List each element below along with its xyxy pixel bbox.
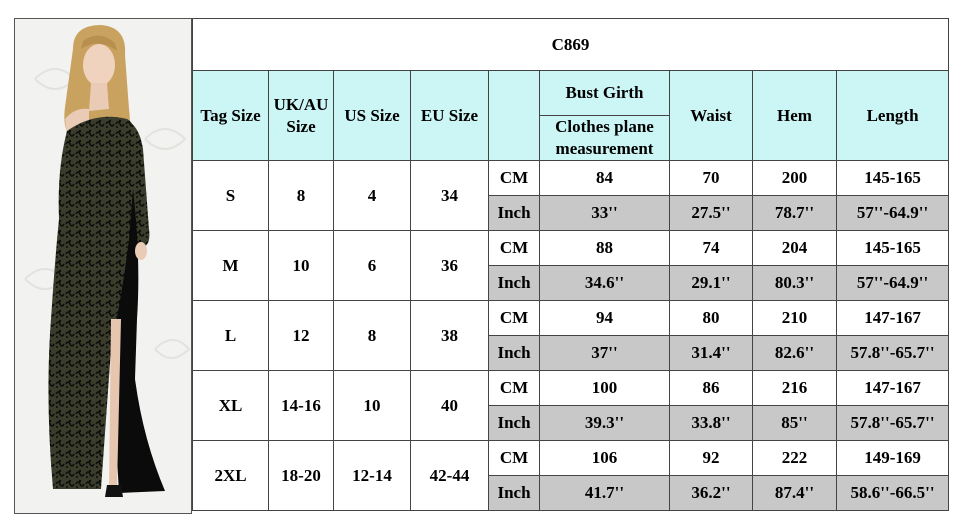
cell-bust-cm: 100 bbox=[539, 370, 670, 406]
header-bust-girth: Bust Girth bbox=[539, 70, 670, 116]
header-eu-size: EU Size bbox=[410, 70, 489, 161]
cell-tag-size: M bbox=[192, 230, 269, 301]
cell-hem-cm: 210 bbox=[752, 300, 837, 336]
cell-length-inch: 57''-64.9'' bbox=[835, 265, 950, 301]
cell-length-cm: 147-167 bbox=[835, 370, 950, 406]
cell-hem-inch: 85'' bbox=[752, 405, 837, 441]
table-row-cm: S 8 4 34 CM 84 70 200 145-165 bbox=[192, 160, 950, 231]
header-clothes-plane-measurement: Clothes plane measurement bbox=[539, 115, 670, 161]
cell-us-size: 6 bbox=[333, 230, 411, 301]
table-row-inch: Inch 37'' 31.4'' 82.6'' 57.8''-65.7'' bbox=[193, 335, 950, 371]
cell-bust-inch: 39.3'' bbox=[539, 405, 670, 441]
cell-bust-cm: 106 bbox=[539, 440, 670, 476]
cell-unit-cm: CM bbox=[488, 440, 540, 476]
cell-tag-size: XL bbox=[192, 370, 269, 441]
table-title: C869 bbox=[191, 18, 950, 71]
cell-unit-inch: Inch bbox=[488, 475, 540, 511]
cell-bust-inch: 37'' bbox=[539, 335, 670, 371]
cell-bust-cm: 94 bbox=[539, 300, 670, 336]
header-unit-blank bbox=[488, 70, 540, 161]
cell-hem-cm: 204 bbox=[752, 230, 837, 266]
cell-hem-inch: 80.3'' bbox=[752, 265, 837, 301]
table-row-cm: M 10 6 36 CM 88 74 204 145-165 bbox=[192, 230, 950, 301]
cell-length-cm: 145-165 bbox=[835, 160, 950, 196]
cell-unit-inch: Inch bbox=[488, 195, 540, 231]
cell-eu-size: 36 bbox=[410, 230, 489, 301]
cell-us-size: 4 bbox=[333, 160, 411, 231]
cell-hem-inch: 78.7'' bbox=[752, 195, 837, 231]
cell-hem-inch: 82.6'' bbox=[752, 335, 837, 371]
cell-uk-au-size: 18-20 bbox=[268, 440, 334, 511]
cell-tag-size: 2XL bbox=[192, 440, 269, 511]
cell-waist-cm: 70 bbox=[669, 160, 753, 196]
cell-length-cm: 149-169 bbox=[835, 440, 950, 476]
cell-bust-cm: 84 bbox=[539, 160, 670, 196]
cell-eu-size: 42-44 bbox=[410, 440, 489, 511]
cell-waist-inch: 29.1'' bbox=[669, 265, 753, 301]
cell-unit-inch: Inch bbox=[488, 405, 540, 441]
header-length: Length bbox=[835, 70, 950, 161]
cell-hem-inch: 87.4'' bbox=[752, 475, 837, 511]
size-chart-table: C869 Tag Size UK/AU Size US Size EU Size… bbox=[191, 18, 950, 511]
cell-length-cm: 145-165 bbox=[835, 230, 950, 266]
cell-uk-au-size: 8 bbox=[268, 160, 334, 231]
cell-unit-cm: CM bbox=[488, 230, 540, 266]
cell-unit-inch: Inch bbox=[488, 335, 540, 371]
cell-tag-size: S bbox=[192, 160, 269, 231]
header-uk-au-size: UK/AU Size bbox=[268, 70, 334, 161]
cell-waist-inch: 31.4'' bbox=[669, 335, 753, 371]
model-photo-icon bbox=[15, 19, 191, 513]
table-row-cm: XL 14-16 10 40 CM 100 86 216 147-167 bbox=[192, 370, 950, 441]
model-photo bbox=[14, 18, 192, 514]
cell-waist-inch: 33.8'' bbox=[669, 405, 753, 441]
cell-bust-inch: 33'' bbox=[539, 195, 670, 231]
cell-uk-au-size: 14-16 bbox=[268, 370, 334, 441]
cell-waist-inch: 27.5'' bbox=[669, 195, 753, 231]
cell-waist-cm: 86 bbox=[669, 370, 753, 406]
cell-eu-size: 38 bbox=[410, 300, 489, 371]
table-row-inch: Inch 41.7'' 36.2'' 87.4'' 58.6''-66.5'' bbox=[193, 475, 950, 511]
cell-waist-cm: 92 bbox=[669, 440, 753, 476]
cell-length-inch: 57.8''-65.7'' bbox=[835, 335, 950, 371]
cell-us-size: 12-14 bbox=[333, 440, 411, 511]
cell-unit-inch: Inch bbox=[488, 265, 540, 301]
cell-bust-cm: 88 bbox=[539, 230, 670, 266]
header-tag-size: Tag Size bbox=[192, 70, 269, 161]
cell-bust-inch: 34.6'' bbox=[539, 265, 670, 301]
cell-tag-size: L bbox=[192, 300, 269, 371]
cell-unit-cm: CM bbox=[488, 370, 540, 406]
table-row-cm: L 12 8 38 CM 94 80 210 147-167 bbox=[192, 300, 950, 371]
cell-length-cm: 147-167 bbox=[835, 300, 950, 336]
cell-eu-size: 40 bbox=[410, 370, 489, 441]
cell-eu-size: 34 bbox=[410, 160, 489, 231]
cell-hem-cm: 222 bbox=[752, 440, 837, 476]
cell-waist-cm: 74 bbox=[669, 230, 753, 266]
cell-length-inch: 57.8''-65.7'' bbox=[835, 405, 950, 441]
cell-hem-cm: 216 bbox=[752, 370, 837, 406]
cell-hem-cm: 200 bbox=[752, 160, 837, 196]
cell-waist-inch: 36.2'' bbox=[669, 475, 753, 511]
cell-uk-au-size: 12 bbox=[268, 300, 334, 371]
cell-length-inch: 57''-64.9'' bbox=[835, 195, 950, 231]
cell-bust-inch: 41.7'' bbox=[539, 475, 670, 511]
cell-uk-au-size: 10 bbox=[268, 230, 334, 301]
cell-us-size: 8 bbox=[333, 300, 411, 371]
table-row-inch: Inch 34.6'' 29.1'' 80.3'' 57''-64.9'' bbox=[193, 265, 950, 301]
cell-waist-cm: 80 bbox=[669, 300, 753, 336]
header-us-size: US Size bbox=[333, 70, 411, 161]
header-hem: Hem bbox=[752, 70, 837, 161]
cell-unit-cm: CM bbox=[488, 160, 540, 196]
table-row-inch: Inch 33'' 27.5'' 78.7'' 57''-64.9'' bbox=[193, 195, 950, 231]
cell-us-size: 10 bbox=[333, 370, 411, 441]
header-waist: Waist bbox=[669, 70, 753, 161]
cell-length-inch: 58.6''-66.5'' bbox=[835, 475, 950, 511]
table-row-cm: 2XL 18-20 12-14 42-44 CM 106 92 222 149-169 bbox=[192, 440, 950, 511]
cell-unit-cm: CM bbox=[488, 300, 540, 336]
